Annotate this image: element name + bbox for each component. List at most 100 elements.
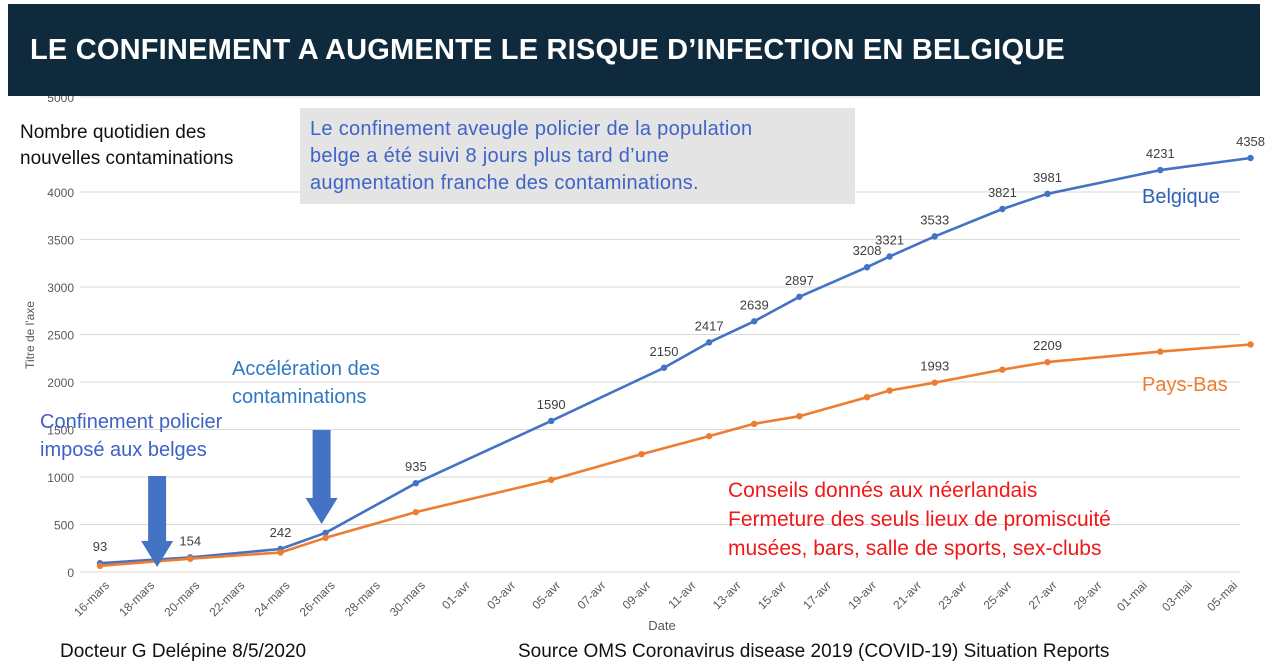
series-points [96,154,1254,570]
data-point [931,379,938,386]
data-point [886,253,893,260]
data-point [999,366,1006,373]
info-box-text: Le confinement aveugle policier de la po… [310,116,752,197]
data-point [187,555,194,562]
y-header-line-2: nouvelles contaminations [20,148,234,169]
x-tick-label: 21-avr [890,578,924,612]
series-label-pays-bas: Pays-Bas [1142,374,1228,396]
x-tick-label: 01-mai [1114,578,1150,614]
info-line-3: augmentation franche des contaminations. [310,172,699,194]
lockdown-arrow [141,476,174,567]
x-tick-label: 20-mars [161,578,202,619]
data-point [1247,154,1254,162]
nl-line-2: Fermeture des seuls lieux de promiscuité [728,508,1111,531]
y-axis-header: Nombre quotidien des nouvelles contamina… [20,120,233,172]
x-tick-label: 11-avr [665,578,698,611]
data-point [863,264,871,271]
x-tick-label: 26-mars [297,578,338,619]
title-banner: LE CONFINEMENT A AUGMENTE LE RISQUE D’IN… [8,4,1260,96]
x-tick-label: 01-avr [439,578,473,612]
x-tick-label: 28-mars [342,578,383,619]
nl-line-3: musées, bars, salle de sports, sex-clubs [728,537,1102,560]
y-tick-label: 1500 [47,424,74,438]
x-tick-label: 18-mars [116,578,157,619]
data-point [705,432,713,440]
x-tick-label: 27-avr [1026,578,1060,612]
x-tick-label: 03-mai [1159,578,1195,614]
x-tick-label: 16-mars [71,578,112,619]
y-tick-label: 0 [67,566,74,580]
accel-line-1: Accélération des [232,358,380,380]
data-label: 935 [405,459,427,474]
annotation-arrows [141,430,338,567]
data-point [322,529,329,536]
y-axis-label: Titre de l'axe [23,301,37,369]
data-label: 3533 [920,212,949,227]
x-tick-label: 15-avr [755,578,789,612]
page-title: LE CONFINEMENT A AUGMENTE LE RISQUE D’IN… [30,34,1065,66]
acceleration-arrow [305,430,338,524]
y-tick-label: 3000 [47,281,74,295]
data-label: 2639 [740,297,769,312]
data-point [751,420,758,427]
info-line-1: Le confinement aveugle policier de la po… [310,118,753,140]
x-tick-label: 25-avr [981,578,1015,612]
data-point [1247,341,1254,348]
x-axis-label: Date [648,618,675,633]
y-tick-label: 3500 [47,234,74,248]
info-box: Le confinement aveugle policier de la po… [300,108,855,204]
y-tick-label: 2500 [47,329,74,343]
data-point [796,293,803,300]
data-label: 3821 [988,185,1017,200]
netherlands-annotation: Conseils donnés aux néerlandais Fermetur… [728,476,1111,563]
x-tick-labels: 16-mars 18-mars 20-mars 22-mars 24-mars 26-ma… [71,578,1240,619]
data-point [751,318,758,325]
x-tick-label: 05-avr [529,578,563,612]
data-point [638,451,645,458]
data-point [412,479,420,487]
data-label: 1993 [920,359,949,374]
x-tick-label: 29-avr [1071,578,1105,612]
x-tick-label: 05-mai [1204,578,1240,614]
x-tick-label: 23-avr [935,578,969,612]
data-point [660,364,668,371]
x-tick-label: 19-avr [845,578,879,612]
y-tick-label: 4000 [47,186,74,200]
x-tick-label: 30-mars [387,578,428,619]
y-tick-label: 2000 [47,376,74,390]
data-label: 3981 [1033,170,1062,185]
x-tick-label: 22-mars [206,578,247,619]
accel-line-2: contaminations [232,386,367,408]
lockdown-line-1: Confinement policier [40,411,223,433]
data-label: 93 [93,539,107,554]
data-label: 2897 [785,273,814,288]
data-point [412,508,420,516]
data-point [1157,166,1164,174]
x-tick-label: 07-avr [574,578,608,612]
data-label: 1590 [537,397,566,412]
data-point [999,205,1006,213]
data-label: 3208 [853,243,882,258]
y-header-line-1: Nombre quotidien des [20,122,206,143]
x-tick-label: 24-mars [252,578,293,619]
series-label-belgique: Belgique [1142,186,1220,208]
data-label: 4231 [1146,146,1175,161]
data-point [1044,358,1051,366]
acceleration-annotation: Accélération des contaminations [232,355,380,411]
data-point [277,549,284,556]
footer-author: Docteur G Delépine 8/5/2020 [60,641,307,662]
x-tick-label: 17-avr [800,578,834,612]
x-tick-label: 09-avr [620,578,654,612]
data-label: 2417 [695,318,724,333]
x-tick-label: 03-avr [484,578,518,612]
data-point [1044,190,1051,198]
data-point [796,413,803,420]
data-point [548,417,555,425]
data-point [96,562,104,570]
data-point [705,339,713,346]
nl-line-1: Conseils donnés aux néerlandais [728,479,1038,502]
data-label: 154 [179,533,201,548]
data-label: 4358 [1236,134,1265,149]
